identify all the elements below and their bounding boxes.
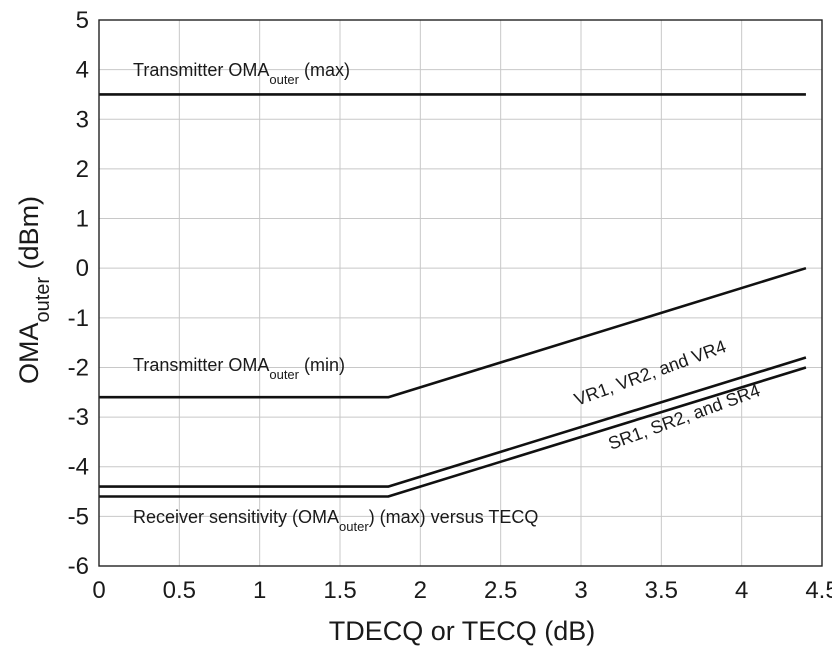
y-tick-label: 3 bbox=[76, 106, 89, 133]
annotation-tx-max-sub: outer bbox=[269, 72, 299, 87]
y-tick-label: -3 bbox=[68, 404, 89, 431]
annotation-tx-min-sub: outer bbox=[269, 367, 299, 382]
y-tick-label: 1 bbox=[76, 206, 89, 233]
y-tick-label: 5 bbox=[76, 7, 89, 34]
annotation-rx: Receiver sensitivity (OMAouter) (max) ve… bbox=[133, 507, 538, 534]
y-tick-labels: -6 -5 -4 -3 -2 -1 0 1 2 3 4 5 bbox=[68, 7, 89, 580]
annotation-rx-pre: Receiver sensitivity (OMA bbox=[133, 507, 339, 527]
annotation-tx-max-post: (max) bbox=[299, 60, 350, 80]
series-tx-min-line bbox=[99, 266, 807, 399]
annotation-rx-sub: outer bbox=[339, 519, 369, 534]
y-tick-label: -5 bbox=[68, 503, 89, 530]
y-tick-label: 4 bbox=[76, 57, 89, 84]
x-tick-label: 4.5 bbox=[805, 577, 832, 604]
grid-layer bbox=[98, 19, 823, 567]
x-tick-label: 2 bbox=[414, 577, 427, 604]
x-tick-label: 3 bbox=[574, 577, 587, 604]
annotation-tx-min: Transmitter OMAouter (min) bbox=[133, 355, 345, 382]
annotation-tx-min-pre: Transmitter OMA bbox=[133, 355, 269, 375]
y-axis-label: OMAouter (dBm) bbox=[14, 196, 54, 384]
y-tick-label: 2 bbox=[76, 156, 89, 183]
x-tick-label: 3.5 bbox=[645, 577, 678, 604]
y-axis-label-unit: (dBm) bbox=[14, 196, 44, 277]
plot-frame bbox=[98, 19, 823, 567]
y-tick-label: -1 bbox=[68, 305, 89, 332]
x-tick-label: 2.5 bbox=[484, 577, 517, 604]
x-tick-label: 0.5 bbox=[163, 577, 196, 604]
x-tick-label: 4 bbox=[735, 577, 748, 604]
y-axis-label-main: OMA bbox=[14, 323, 44, 385]
series-sr-line bbox=[99, 366, 807, 498]
x-tick-label: 0 bbox=[92, 577, 105, 604]
annotation-tx-max: Transmitter OMAouter (max) bbox=[133, 60, 350, 87]
x-tick-label: 1.5 bbox=[323, 577, 356, 604]
annotation-tx-max-pre: Transmitter OMA bbox=[133, 60, 269, 80]
y-tick-label: 0 bbox=[76, 255, 89, 282]
x-tick-label: 1 bbox=[253, 577, 266, 604]
annotation-rx-post: ) (max) versus TECQ bbox=[369, 507, 539, 527]
y-axis-label-sub: outer bbox=[32, 277, 54, 323]
y-tick-label: -6 bbox=[68, 553, 89, 580]
series-layer bbox=[99, 93, 807, 498]
x-tick-labels: 0 0.5 1 1.5 2 2.5 3 3.5 4 4.5 bbox=[92, 577, 832, 604]
x-axis-label: TDECQ or TECQ (dB) bbox=[329, 616, 596, 646]
y-tick-label: -2 bbox=[68, 354, 89, 381]
y-tick-label: -4 bbox=[68, 454, 89, 481]
annotation-tx-min-post: (min) bbox=[299, 355, 345, 375]
series-vr-line bbox=[99, 356, 807, 488]
